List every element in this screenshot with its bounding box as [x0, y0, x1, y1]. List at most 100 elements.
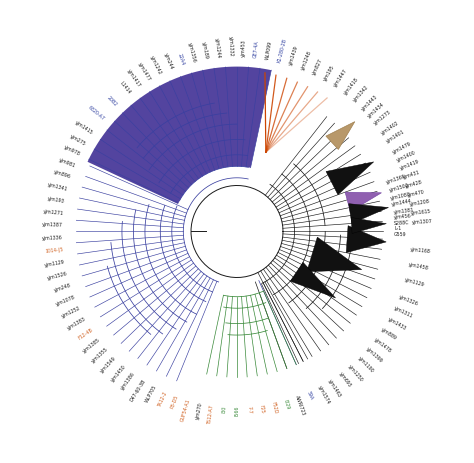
Text: yjm1381: yjm1381 [393, 207, 414, 215]
Text: yjm275: yjm275 [69, 133, 87, 146]
Text: yjm1208: yjm1208 [409, 199, 430, 206]
Text: yjm195: yjm195 [322, 64, 335, 81]
Text: yjm456: yjm456 [393, 214, 411, 220]
Text: I566: I566 [235, 406, 239, 416]
Text: yjm1549: yjm1549 [100, 355, 118, 374]
Text: yjm1415: yjm1415 [74, 120, 94, 136]
Text: 20B2: 20B2 [106, 95, 118, 108]
Text: 22A4: 22A4 [177, 53, 185, 66]
Text: TS12-A7: TS12-A7 [208, 404, 215, 424]
Text: WLP099: WLP099 [265, 40, 273, 60]
Text: yjm1129: yjm1129 [44, 259, 65, 268]
Text: yjm1273: yjm1273 [373, 109, 392, 126]
Text: yjm1419: yjm1419 [399, 159, 420, 171]
Text: yjm1418: yjm1418 [342, 76, 359, 95]
Polygon shape [307, 237, 362, 272]
Text: yjm1129: yjm1129 [404, 277, 425, 288]
Text: yjm1385: yjm1385 [82, 337, 101, 354]
Text: yjm248: yjm248 [53, 283, 72, 294]
Text: yjm193: yjm193 [47, 196, 65, 204]
Text: P3-D5: P3-D5 [170, 394, 180, 410]
Text: F52D: F52D [271, 402, 278, 415]
Text: yjm978: yjm978 [63, 145, 81, 157]
Text: yjm1443: yjm1443 [361, 94, 379, 112]
Text: yjm1341: yjm1341 [47, 182, 68, 192]
Polygon shape [88, 67, 271, 204]
Text: 6320-A7: 6320-A7 [86, 105, 105, 121]
Text: D47-60-3B: D47-60-3B [129, 378, 146, 402]
Text: yjm1417: yjm1417 [126, 68, 142, 88]
Text: GE7-4A: GE7-4A [253, 40, 260, 58]
Text: yjm1356: yjm1356 [187, 42, 197, 63]
Text: yjm1369: yjm1369 [386, 174, 407, 185]
Polygon shape [326, 162, 374, 195]
Text: yjm827: yjm827 [311, 57, 324, 76]
Text: yjm896: yjm896 [53, 169, 72, 180]
Text: yjm1479: yjm1479 [392, 141, 412, 155]
Text: yjm981: yjm981 [58, 157, 76, 169]
Text: yjm1526: yjm1526 [47, 271, 68, 281]
Text: 59A: 59A [306, 390, 314, 400]
Text: yjm1326: yjm1326 [398, 294, 419, 307]
Text: WLP705: WLP705 [144, 384, 157, 404]
Text: yjm1447: yjm1447 [332, 68, 348, 88]
Text: yjm1434: yjm1434 [367, 101, 386, 119]
Text: F12-4B: F12-4B [77, 327, 94, 340]
Text: yjm1574: yjm1574 [317, 384, 331, 405]
Text: 1014-J5: 1014-J5 [45, 247, 64, 254]
Text: yjm453: yjm453 [241, 39, 246, 57]
Text: yjm431: yjm431 [402, 170, 420, 180]
Text: F25: F25 [259, 404, 265, 413]
Text: yjm1386: yjm1386 [120, 371, 137, 391]
Text: yjm693: yjm693 [337, 371, 352, 388]
Text: yjm1190: yjm1190 [356, 355, 374, 374]
Text: yjm1463: yjm1463 [328, 378, 343, 398]
Text: yjm1478: yjm1478 [373, 337, 392, 354]
Text: yjm1444: yjm1444 [392, 198, 413, 206]
Text: G559: G559 [394, 232, 407, 237]
Text: L1414: L1414 [118, 81, 132, 95]
Text: yjm1250: yjm1250 [347, 363, 365, 383]
Text: yjm1252: yjm1252 [60, 306, 81, 319]
Text: K1-280-2B: K1-280-2B [277, 38, 288, 63]
Text: yjm1383: yjm1383 [66, 317, 87, 332]
Text: yjm1311: yjm1311 [393, 306, 414, 319]
Text: yjm470: yjm470 [407, 189, 426, 198]
Text: GUF54-A1: GUF54-A1 [180, 399, 191, 423]
Text: yjm1342: yjm1342 [352, 85, 370, 104]
Text: AWRI723: AWRI723 [294, 394, 306, 416]
Polygon shape [290, 263, 336, 298]
Text: yjm189: yjm189 [201, 42, 209, 60]
Text: yjm1242: yjm1242 [149, 55, 163, 76]
Text: yjm1078: yjm1078 [55, 294, 76, 307]
Text: yjm1400: yjm1400 [395, 150, 416, 163]
Text: I329: I329 [283, 399, 291, 410]
Text: yjm889: yjm889 [380, 327, 398, 341]
Text: yjm1248: yjm1248 [300, 50, 312, 71]
Text: yjm1615: yjm1615 [410, 209, 431, 216]
Polygon shape [326, 122, 355, 150]
Text: yjm1307: yjm1307 [411, 219, 432, 225]
Text: yjm1271: yjm1271 [43, 209, 64, 216]
Text: yjm1399: yjm1399 [365, 346, 384, 364]
Text: I30: I30 [222, 406, 228, 413]
Text: yjm1439: yjm1439 [289, 45, 300, 66]
Text: yjm1336: yjm1336 [42, 235, 63, 241]
Text: TA12-2: TA12-2 [157, 390, 168, 407]
Text: yjm1450: yjm1450 [109, 363, 127, 383]
Text: L-1: L-1 [394, 226, 401, 231]
Text: yjm1401: yjm1401 [385, 129, 406, 144]
Text: S288C: S288C [394, 220, 410, 226]
Text: yjm1387: yjm1387 [42, 222, 63, 228]
Polygon shape [346, 225, 386, 253]
Text: yjm1433: yjm1433 [387, 317, 407, 332]
Text: yjm1355: yjm1355 [90, 346, 109, 364]
Polygon shape [345, 192, 382, 212]
Text: yjm1402: yjm1402 [380, 120, 400, 136]
Polygon shape [349, 204, 389, 224]
Text: yjm1458: yjm1458 [408, 263, 429, 271]
Text: yjm270: yjm270 [195, 402, 203, 420]
Text: yjm428: yjm428 [405, 179, 423, 189]
Text: yjm1168: yjm1168 [410, 247, 431, 254]
Text: yjm1244: yjm1244 [214, 37, 221, 58]
